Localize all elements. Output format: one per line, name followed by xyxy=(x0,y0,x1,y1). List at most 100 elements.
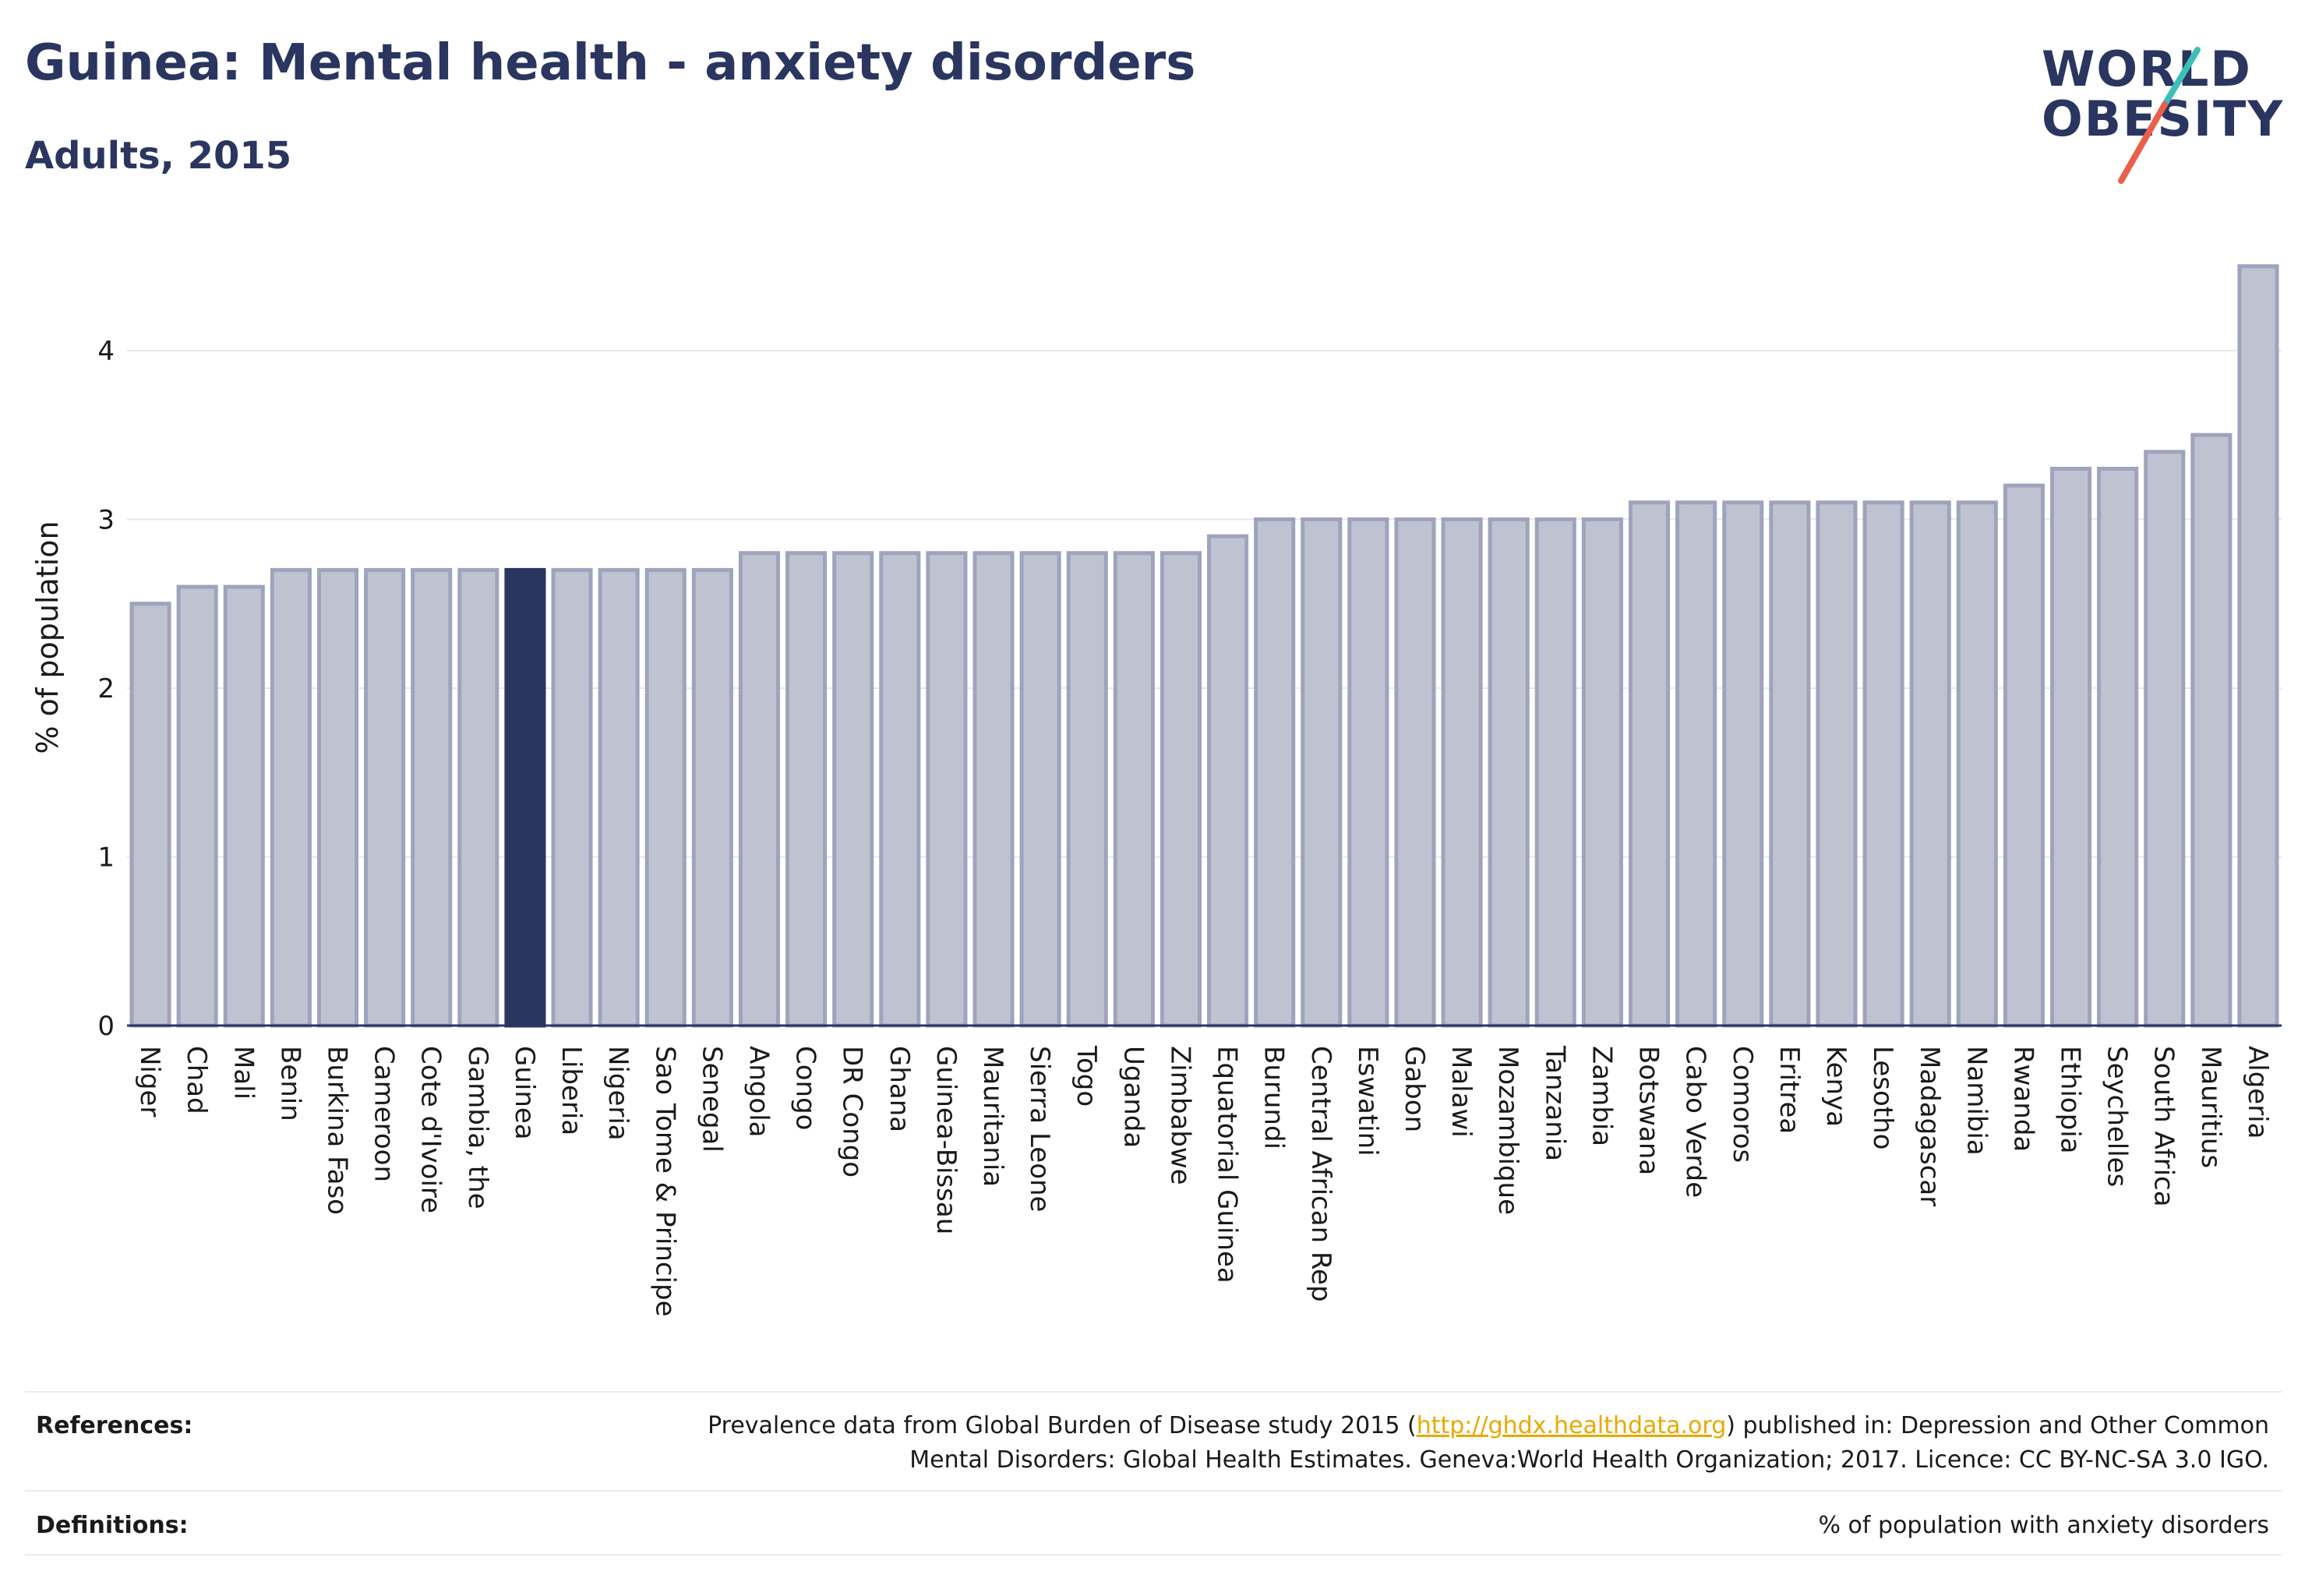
x-tick-label: Congo xyxy=(790,1046,821,1130)
footer-divider-top xyxy=(25,1391,2282,1393)
x-tick-label: Guinea xyxy=(509,1046,540,1140)
references-link[interactable]: http://ghdx.healthdata.org xyxy=(1416,1412,1727,1439)
x-tick-label: Botswana xyxy=(1633,1046,1664,1175)
x-tick-label: Guinea-Bissau xyxy=(930,1046,962,1234)
bar-equatorial-guinea xyxy=(1207,534,1249,1028)
references-text-end: ) published in: Depression and Other Com… xyxy=(1726,1412,2269,1439)
references-label: References: xyxy=(36,1412,193,1439)
bar-mauritius xyxy=(2190,433,2233,1028)
bar-comoros xyxy=(1722,500,1764,1028)
bar-guinea xyxy=(504,567,546,1028)
y-tick-label: 2 xyxy=(97,673,115,704)
x-tick-label: Eritrea xyxy=(1774,1046,1805,1134)
logo-line-1: WORLD xyxy=(2042,41,2252,97)
bar-benin xyxy=(270,567,312,1028)
y-tick-label: 3 xyxy=(97,504,115,535)
bar-sierra-leone xyxy=(1019,551,1061,1028)
footer-divider-middle xyxy=(25,1490,2282,1492)
x-tick-label: Togo xyxy=(1071,1045,1102,1107)
definitions-text: % of population with anxiety disorders xyxy=(1818,1512,2269,1539)
x-tick-label: Cabo Verde xyxy=(1680,1046,1711,1198)
x-tick-label: Chad xyxy=(181,1046,212,1114)
logo-line-2: OBESITY xyxy=(2042,90,2285,147)
x-tick-label: Sao Tome & Principe xyxy=(649,1046,680,1317)
bar-gambia-the xyxy=(457,567,499,1028)
bar-mauritania xyxy=(972,551,1015,1028)
x-tick-label: Benin xyxy=(274,1046,305,1121)
bar-burundi xyxy=(1254,517,1296,1028)
x-tick-label: Cote d'Ivoire xyxy=(415,1046,447,1213)
bar-cameroon xyxy=(364,567,406,1028)
x-tick-label: Malawi xyxy=(1445,1046,1477,1138)
bar-algeria xyxy=(2237,264,2279,1028)
x-tick-label: Sierra Leone xyxy=(1024,1046,1055,1212)
references-text-line2: Mental Disorders: Global Health Estimate… xyxy=(909,1446,2269,1474)
bar-guinea-bissau xyxy=(926,551,968,1028)
bar-south-africa xyxy=(2144,450,2186,1028)
bar-malawi xyxy=(1441,517,1483,1028)
x-tick-label: Rwanda xyxy=(2007,1046,2038,1152)
bar-congo xyxy=(785,551,828,1028)
bar-gabon xyxy=(1394,517,1436,1028)
world-obesity-logo: WORLD OBESITY xyxy=(2026,39,2291,184)
logo-slash-icon xyxy=(2118,47,2201,184)
x-tick-label: Algeria xyxy=(2242,1046,2273,1139)
definitions-label: Definitions: xyxy=(36,1512,189,1539)
x-tick-label: Nigeria xyxy=(602,1046,634,1141)
x-tick-label: Gambia, the xyxy=(462,1046,493,1209)
bar-tanzania xyxy=(1534,517,1576,1028)
bar-mali xyxy=(223,584,265,1028)
x-tick-label: Zambia xyxy=(1586,1046,1617,1146)
x-tick-label: Niger xyxy=(134,1046,165,1117)
bar-senegal xyxy=(691,567,733,1028)
bar-mozambique xyxy=(1488,517,1530,1028)
bar-niger xyxy=(129,602,171,1028)
x-tick-label: Ethiopia xyxy=(2055,1046,2086,1153)
y-tick-label: 4 xyxy=(97,336,115,367)
x-tick-label: Mauritius xyxy=(2195,1046,2226,1168)
y-tick-label: 1 xyxy=(97,842,115,873)
bar-central-african-rep xyxy=(1301,517,1343,1028)
bar-rwanda xyxy=(2003,483,2045,1028)
x-tick-label: Angola xyxy=(743,1046,774,1137)
references-text: Prevalence data from Global Burden of Di… xyxy=(555,1409,2269,1478)
references-text-start: Prevalence data from Global Burden of Di… xyxy=(708,1412,1417,1439)
chart-title: Guinea: Mental health - anxiety disorder… xyxy=(25,34,1196,92)
y-tick-label: 0 xyxy=(97,1011,115,1042)
bar-botswana xyxy=(1628,500,1671,1028)
x-tick-label: Senegal xyxy=(696,1046,727,1153)
x-tick-label: South Africa xyxy=(2148,1046,2180,1207)
x-tick-label: DR Congo xyxy=(837,1046,868,1178)
x-tick-label: Namibia xyxy=(1961,1046,1992,1156)
bar-namibia xyxy=(1956,500,1998,1028)
x-tick-label: Seychelles xyxy=(2102,1046,2133,1187)
bar-zimbabwe xyxy=(1160,551,1202,1028)
x-tick-label: Equatorial Guinea xyxy=(1212,1046,1243,1284)
bar-nigeria xyxy=(598,567,640,1028)
x-tick-label: Mauritania xyxy=(977,1046,1008,1187)
y-axis-title: % of population xyxy=(30,521,65,754)
x-tick-label: Cameroon xyxy=(369,1046,400,1182)
x-tick-label: Madagascar xyxy=(1914,1046,1945,1206)
x-tick-label: Lesotho xyxy=(1867,1046,1898,1149)
x-tick-label: Gabon xyxy=(1399,1046,1430,1132)
bar-cote-d-ivoire xyxy=(411,567,453,1028)
bar-chad xyxy=(176,584,218,1028)
bar-eswatini xyxy=(1347,517,1389,1028)
x-tick-label: Burundi xyxy=(1258,1046,1290,1149)
bar-burkina-faso xyxy=(316,567,359,1028)
bar-lesotho xyxy=(1862,500,1904,1028)
x-tick-label: Ghana xyxy=(884,1046,915,1132)
bar-chart: 0 1 2 3 4 % of population Niger Chad Mali Benin Bu… xyxy=(30,264,2282,1317)
x-tick-label: Tanzania xyxy=(1539,1045,1570,1161)
bar-ghana xyxy=(879,551,921,1028)
x-tick-label: Eswatini xyxy=(1352,1046,1383,1156)
x-tick-label: Central African Rep xyxy=(1305,1046,1336,1302)
x-tick-label: Comoros xyxy=(1727,1046,1758,1163)
bar-kenya xyxy=(1816,500,1858,1028)
bar-cabo-verde xyxy=(1675,500,1717,1028)
footer-divider-bottom xyxy=(25,1554,2282,1555)
bar-ethiopia xyxy=(2049,466,2092,1028)
bar-liberia xyxy=(551,567,593,1028)
x-tick-label: Mali xyxy=(228,1046,259,1100)
